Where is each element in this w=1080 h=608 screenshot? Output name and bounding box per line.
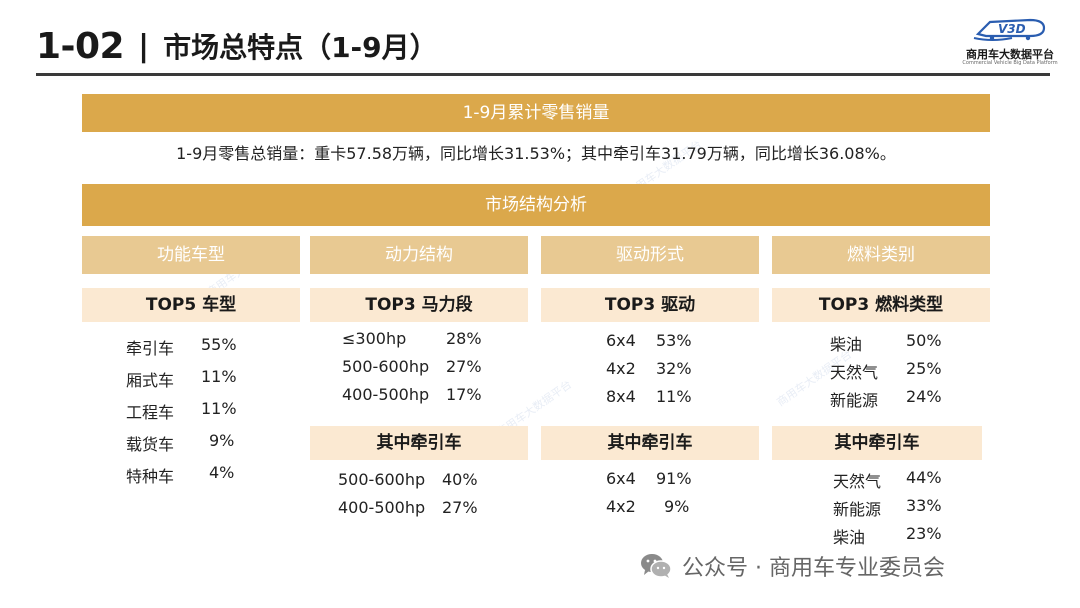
tractor-drive-header: 其中牵引车 (541, 426, 759, 460)
category-header-vehicle-type: 功能车型 (82, 236, 300, 274)
category-header-drive: 驱动形式 (541, 236, 759, 274)
sales-banner: 1-9月累计零售销量 (82, 94, 990, 132)
watermark-text: 公众号 · 商用车专业委员会 (682, 556, 945, 581)
top3-horsepower-header: TOP3 马力段 (310, 288, 528, 322)
sales-summary: 1-9月零售总销量：重卡57.58万辆，同比增长31.53%；其中牵引车31.7… (176, 144, 896, 163)
category-header-fuel: 燃料类别 (772, 236, 990, 274)
logo-mark-text: V3D (998, 22, 1026, 36)
page-title: 市场总特点（1-9月） (163, 31, 438, 64)
top3-fuel-header: TOP3 燃料类型 (772, 288, 990, 322)
brand-logo: V3D 商用车大数据平台 Commercial Vehicle Big Data… (962, 12, 1058, 68)
wechat-watermark: 公众号 · 商用车专业委员会 (640, 548, 945, 584)
page-header: 1-02 | 市场总特点（1-9月） (36, 24, 438, 68)
category-header-power: 动力结构 (310, 236, 528, 274)
logo-name: 商用车大数据平台 (966, 48, 1054, 61)
top5-vehicle-header: TOP5 车型 (82, 288, 300, 322)
section-number: 1-02 (36, 25, 125, 67)
top3-drive-header: TOP3 驱动 (541, 288, 759, 322)
tractor-horsepower-header: 其中牵引车 (310, 426, 528, 460)
title-separator: | (138, 28, 150, 64)
wechat-icon (641, 554, 672, 578)
v3d-logo-icon: V3D (973, 18, 1046, 41)
tractor-fuel-header: 其中牵引车 (772, 426, 982, 460)
analysis-banner: 市场结构分析 (82, 184, 990, 226)
logo-subtitle: Commercial Vehicle Big Data Platform (962, 60, 1058, 66)
title-divider (36, 73, 1050, 76)
